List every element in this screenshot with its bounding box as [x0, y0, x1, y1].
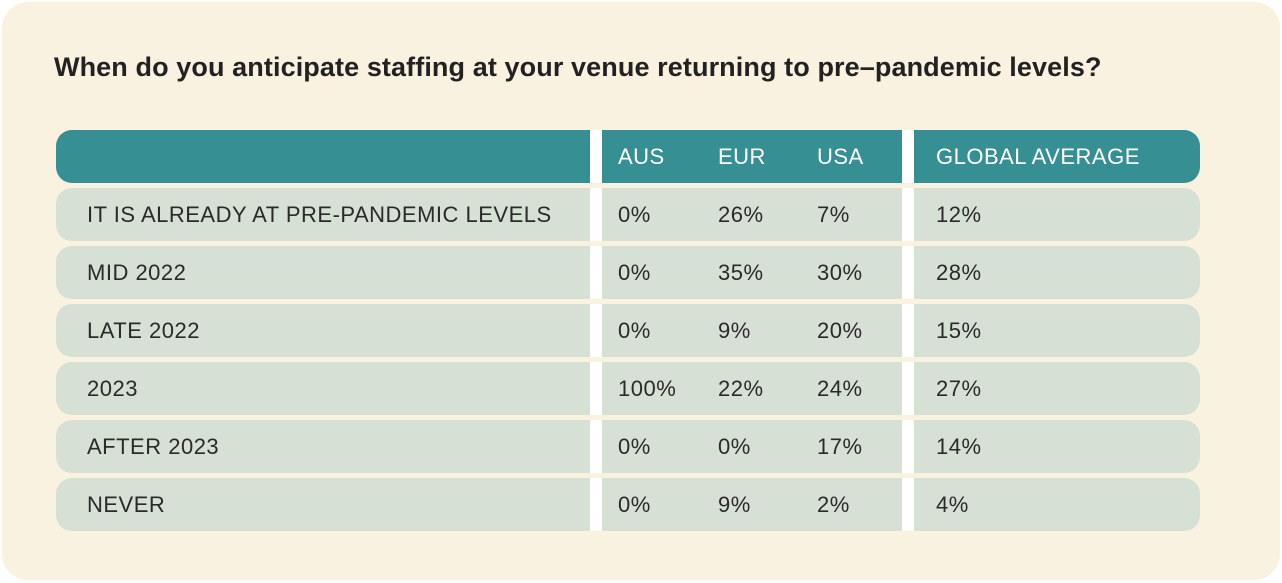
table-row: LATE 2022 0% 9% 20% 15%: [56, 304, 1222, 357]
column-separator: [590, 478, 602, 531]
header-eur: EUR: [702, 130, 801, 183]
cell-global-average: 12%: [914, 188, 1200, 241]
column-separator: [902, 304, 914, 357]
column-separator: [590, 130, 602, 183]
cell-global-average: 27%: [914, 362, 1200, 415]
cell-usa: 24%: [801, 362, 902, 415]
column-separator: [590, 246, 602, 299]
header-global-average: GLOBAL AVERAGE: [914, 130, 1200, 183]
row-label: MID 2022: [56, 246, 590, 299]
cell-eur: 26%: [702, 188, 801, 241]
cell-usa: 7%: [801, 188, 902, 241]
cell-global-average: 15%: [914, 304, 1200, 357]
cell-aus: 100%: [602, 362, 702, 415]
column-separator: [590, 420, 602, 473]
row-label: IT IS ALREADY AT PRE-PANDEMIC LEVELS: [56, 188, 590, 241]
cell-global-average: 14%: [914, 420, 1200, 473]
cell-eur: 22%: [702, 362, 801, 415]
row-label: AFTER 2023: [56, 420, 590, 473]
cell-eur: 9%: [702, 304, 801, 357]
cell-aus: 0%: [602, 246, 702, 299]
column-separator: [902, 420, 914, 473]
column-separator: [902, 130, 914, 183]
table-header-row: AUS EUR USA GLOBAL AVERAGE: [56, 130, 1222, 183]
cell-usa: 2%: [801, 478, 902, 531]
cell-usa: 30%: [801, 246, 902, 299]
row-label: NEVER: [56, 478, 590, 531]
header-aus: AUS: [602, 130, 702, 183]
column-separator: [902, 188, 914, 241]
cell-eur: 9%: [702, 478, 801, 531]
cell-eur: 35%: [702, 246, 801, 299]
cell-global-average: 28%: [914, 246, 1200, 299]
column-separator: [902, 362, 914, 415]
column-separator: [590, 304, 602, 357]
column-separator: [902, 478, 914, 531]
cell-aus: 0%: [602, 304, 702, 357]
cell-usa: 17%: [801, 420, 902, 473]
table-row: AFTER 2023 0% 0% 17% 14%: [56, 420, 1222, 473]
cell-global-average: 4%: [914, 478, 1200, 531]
table-row: MID 2022 0% 35% 30% 28%: [56, 246, 1222, 299]
cell-aus: 0%: [602, 420, 702, 473]
cell-usa: 20%: [801, 304, 902, 357]
table-row: NEVER 0% 9% 2% 4%: [56, 478, 1222, 531]
row-label: 2023: [56, 362, 590, 415]
row-label: LATE 2022: [56, 304, 590, 357]
cell-aus: 0%: [602, 478, 702, 531]
chart-title: When do you anticipate staffing at your …: [54, 52, 1102, 82]
table-row: IT IS ALREADY AT PRE-PANDEMIC LEVELS 0% 26…: [56, 188, 1222, 241]
table-row: 2023 100% 22% 24% 27%: [56, 362, 1222, 415]
cell-aus: 0%: [602, 188, 702, 241]
cell-eur: 0%: [702, 420, 801, 473]
column-separator: [590, 188, 602, 241]
header-usa: USA: [801, 130, 902, 183]
header-label-cell: [56, 130, 590, 183]
column-separator: [590, 362, 602, 415]
column-separator: [902, 246, 914, 299]
